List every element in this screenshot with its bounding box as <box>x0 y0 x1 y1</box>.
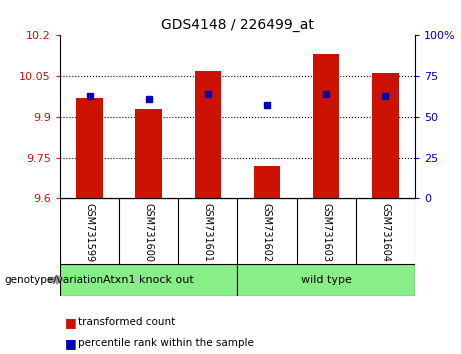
Text: GSM731604: GSM731604 <box>380 204 390 262</box>
Bar <box>136 109 162 198</box>
Text: wild type: wild type <box>301 275 352 285</box>
Text: GSM731603: GSM731603 <box>321 204 331 262</box>
Text: Atxn1 knock out: Atxn1 knock out <box>103 275 194 285</box>
Text: GSM731602: GSM731602 <box>262 204 272 263</box>
Bar <box>76 98 103 198</box>
Text: ■: ■ <box>65 337 76 350</box>
Text: ■: ■ <box>65 316 76 329</box>
Bar <box>254 166 280 198</box>
Bar <box>60 264 237 296</box>
Bar <box>237 264 415 296</box>
Bar <box>313 55 339 198</box>
Text: percentile rank within the sample: percentile rank within the sample <box>78 338 254 348</box>
Text: transformed count: transformed count <box>78 317 176 327</box>
Title: GDS4148 / 226499_at: GDS4148 / 226499_at <box>161 18 314 32</box>
Text: genotype/variation: genotype/variation <box>5 275 104 285</box>
Text: GSM731600: GSM731600 <box>144 204 154 262</box>
Text: GSM731601: GSM731601 <box>203 204 213 262</box>
Text: GSM731599: GSM731599 <box>84 204 95 263</box>
Bar <box>195 71 221 198</box>
Bar <box>372 73 399 198</box>
